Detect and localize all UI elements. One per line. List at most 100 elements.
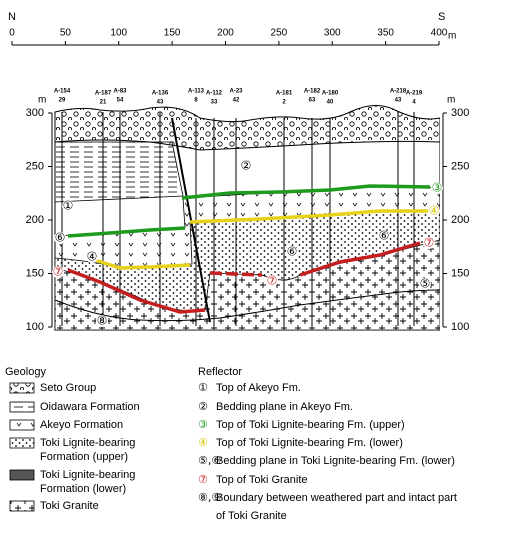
distance-tick-label: 150 [164,28,181,39]
marker-bg [52,266,64,278]
borehole-name: A-23 [229,89,243,95]
borehole-labels: A-154 29 A-187 21 A-83 54 A-136 43 A-113 8 A-112 33… [54,89,423,106]
marker-bg [96,315,108,327]
elevation-tick-label: 150 [26,267,44,279]
borehole-name: A-181 [276,91,293,97]
geology-swatch [9,469,35,481]
reflector-label: Top of Akeyo Fm. [216,382,301,394]
elevation-unit: m [447,95,455,106]
cross-section [54,100,443,332]
borehole-name: A-154 [54,89,71,95]
section-edge [440,100,443,332]
reflector-title: Reflector [198,366,242,378]
section-marker: ① [63,199,74,213]
geology-label: Toki Lignite-bearing [40,437,135,449]
section-marker: ② [241,159,252,173]
geology-title: Geology [5,366,46,378]
reflector-symbol: ⑤,⑥ [198,454,221,467]
section-marker: ⑥ [55,231,66,245]
marker-bg [54,232,66,244]
borehole-name: A-83 [113,89,127,95]
marker-bg [428,205,440,217]
distance-tick-label: 350 [377,28,394,39]
elevation-tick-label: 200 [26,214,44,226]
section-marker: ④ [87,250,98,264]
reflector-label: Bedding plane in Akeyo Fm. [216,401,353,413]
distance-tick-label: 200 [217,28,234,39]
marker-bg [286,246,298,258]
geology-label: Formation (lower) [40,483,126,495]
distance-tick-label: 100 [110,28,127,39]
marker-bg [378,230,390,242]
distance-tick-label: 50 [60,28,72,39]
elevation-tick-label: 100 [26,321,44,333]
elevation-tick-label: 250 [26,160,44,172]
geology-label: Formation (upper) [40,451,128,463]
elevation-tick-label: 300 [451,107,469,119]
reflector-label: Top of Toki Lignite-bearing Fm. (upper) [216,419,405,431]
elevation-tick-label: 250 [451,160,469,172]
section-marker: ⑦ [424,236,435,250]
geology-swatch [9,437,35,449]
section-marker: ⑥ [287,245,298,259]
section-marker: ⑤ [420,277,431,291]
borehole-name: A-180 [322,91,339,97]
borehole-depth: 21 [100,100,107,106]
elevation-tick-label: 100 [451,321,469,333]
marker-bg [240,160,252,172]
section-marker: ⑥ [379,229,390,243]
borehole-depth: 8 [194,98,198,104]
borehole-depth: 4 [412,100,416,106]
borehole-depth: 43 [157,100,164,106]
borehole-depth: 42 [233,98,240,104]
geology-label: Oidawara Formation [40,401,140,413]
section-marker: ⑦ [53,265,64,279]
geology-legend: Seto Group Oidawara Formation Akeyo Format… [9,382,140,512]
reflector-label: of Toki Granite [216,510,287,522]
reflector-symbol: ⑦ [198,473,208,486]
section-marker: ⑦ [267,274,278,288]
geology-swatch [9,382,35,394]
distance-tick-label: 300 [324,28,341,39]
borehole-name: A-219 [406,91,423,97]
borehole-name: A-182 [304,89,321,95]
borehole-name: A-112 [206,91,223,97]
reflector-red [299,241,421,277]
reflector-symbol: ⑧,⑨ [198,491,221,504]
reflector-label: Boundary between weathered part and inta… [216,492,457,504]
elevation-tick-label: 300 [26,107,44,119]
geology-label: Toki Granite [40,500,99,512]
borehole-depth: 2 [282,100,286,106]
elevation-tick-label: 200 [451,214,469,226]
reflector-legend: ① Top of Akeyo Fm. ② Bedding plane in Akeyo… [198,381,457,522]
marker-bg [86,251,98,263]
geology-label: Akeyo Formation [40,419,123,431]
oidawara-formation [54,141,184,203]
borehole-depth: 33 [211,100,218,106]
marker-bg [62,200,74,212]
fault [171,117,211,323]
reflector-symbol: ④ [198,436,208,449]
reflector-green [181,184,431,200]
north-label: N [8,11,16,23]
reflector-symbol: ② [198,400,208,413]
marker-bg [419,278,431,290]
geology-swatch [9,419,35,431]
elevation-unit: m [38,95,46,106]
weathered-boundary [54,289,441,322]
borehole-name: A-113 [188,89,205,95]
south-label: S [438,11,445,23]
geology-label: Seto Group [40,382,96,394]
section-marker: ⑧ [97,314,108,328]
marker-bg [431,182,443,194]
reflector-label: Bedding plane in Toki Lignite-bearing Fm… [216,455,455,467]
reflector-symbol: ① [198,381,208,394]
distance-tick-label: 400 [431,28,448,39]
reflector-label: Top of Toki Lignite-bearing Fm. (lower) [216,437,403,449]
elevation-axes: 300 300 250 250 200 200 150 150 100 100 m m [26,95,470,333]
reflector-green [67,226,186,238]
section-marker: ④ [429,204,440,218]
elevation-tick-label: 150 [451,267,469,279]
borehole-name: A-187 [95,91,112,97]
